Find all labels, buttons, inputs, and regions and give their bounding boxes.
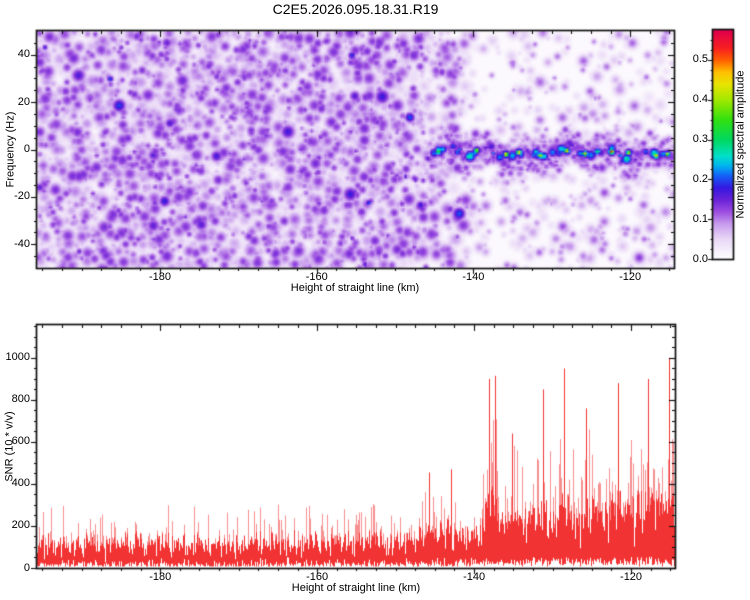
tick-label: 200 — [11, 519, 30, 532]
tick-label: 0.5 — [692, 53, 708, 66]
tick-label: -120 — [619, 271, 642, 283]
spectrogram-plot-area — [37, 31, 674, 268]
tick-label: 0 — [23, 143, 30, 155]
tick-label: 20 — [17, 95, 30, 108]
tick-label: -120 — [620, 571, 643, 583]
tick-label: -160 — [306, 571, 329, 583]
tick-label: 600 — [11, 435, 30, 448]
tick-label: -20 — [14, 190, 30, 203]
colorbar — [713, 30, 733, 259]
tick-label: -180 — [149, 571, 172, 583]
tick-label: 0.2 — [692, 172, 708, 185]
plot-title: C2E5.2026.095.18.31.R19 — [272, 1, 439, 17]
colorbar-label: Normalized spectral amplitude — [734, 70, 747, 219]
tick-label: -140 — [462, 271, 485, 283]
tick-label: 400 — [11, 477, 30, 490]
tick-label: 0.0 — [692, 252, 708, 265]
tick-label: 0.4 — [692, 93, 708, 106]
tick-label: 40 — [17, 48, 30, 61]
tick-label: -40 — [14, 237, 30, 250]
snr-plot-area — [37, 325, 675, 568]
tick-label: 0.3 — [692, 133, 708, 146]
tick-label: 0 — [23, 561, 30, 574]
tick-label: 800 — [11, 393, 30, 406]
tick-label: -160 — [305, 271, 328, 283]
tick-label: -140 — [463, 571, 486, 583]
tick-label: 1000 — [5, 351, 30, 364]
tick-label: -180 — [148, 271, 172, 283]
tick-label: 0.1 — [692, 212, 708, 225]
